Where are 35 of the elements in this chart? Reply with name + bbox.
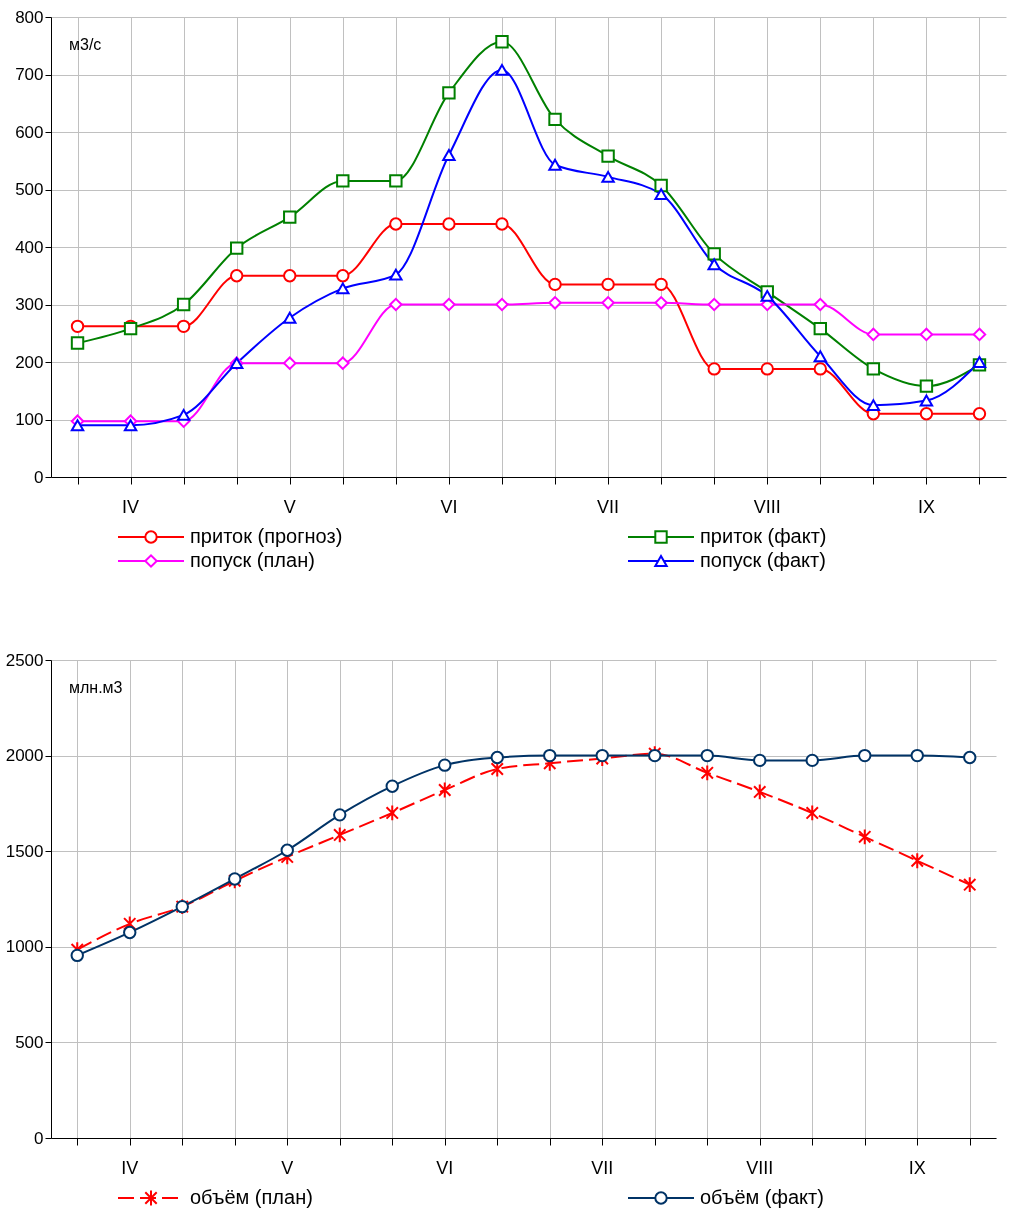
y-tick-label: 400 <box>15 237 44 257</box>
x-tick-label: VIII <box>753 497 781 517</box>
legend-label: приток (прогноз) <box>190 525 343 547</box>
y-tick-label: 500 <box>15 180 44 199</box>
y-tick-label: 500 <box>15 1032 44 1052</box>
x-tick-label: V <box>281 1158 294 1178</box>
y-tick-label: 300 <box>15 295 44 314</box>
x-tick-label: VI <box>440 497 458 517</box>
x-tick-label: VII <box>591 1158 614 1178</box>
x-tick-label: IV <box>122 497 140 517</box>
y-tick-label: 800 <box>15 7 44 27</box>
y-tick-label: 2000 <box>5 746 44 766</box>
x-tick-label: IV <box>121 1158 139 1178</box>
x-tick-label: IX <box>908 1158 926 1178</box>
y-tick-label: 200 <box>15 352 44 372</box>
y-tick-label: 1000 <box>5 937 44 957</box>
legend-label: объём (факт) <box>700 1186 824 1208</box>
y-axis-title: м3/с <box>69 36 102 53</box>
y-tick-label: 1500 <box>5 841 44 861</box>
y-tick-label: 700 <box>15 65 44 84</box>
x-tick-label: V <box>283 497 296 517</box>
y-tick-label: 600 <box>15 122 44 142</box>
legend-label: попуск (план) <box>190 549 315 571</box>
x-tick-label: IX <box>917 497 935 517</box>
legend-label: объём (план) <box>190 1186 313 1208</box>
legend-label: приток (факт) <box>700 525 827 547</box>
y-tick-label: 0 <box>34 1128 44 1148</box>
y-tick-label: 2500 <box>5 650 44 670</box>
legend-label: попуск (факт) <box>700 549 826 571</box>
y-axis-title: млн.м3 <box>69 679 123 696</box>
y-tick-label: 100 <box>15 410 44 429</box>
x-tick-label: VI <box>436 1158 454 1178</box>
x-tick-label: VII <box>597 497 620 517</box>
x-tick-label: VIII <box>746 1158 774 1178</box>
y-tick-label: 0 <box>34 467 44 487</box>
